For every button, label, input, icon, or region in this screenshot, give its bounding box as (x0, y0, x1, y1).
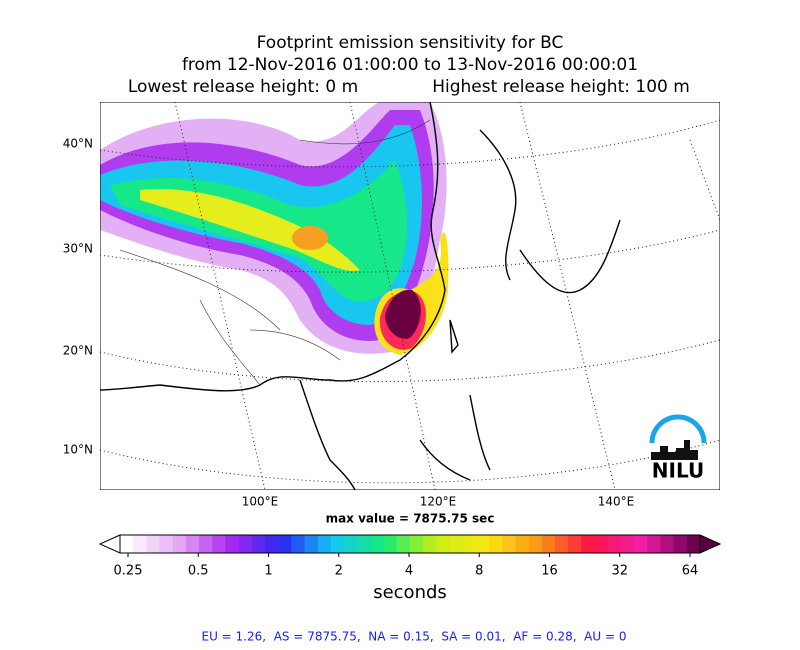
colorbar-cell (199, 535, 213, 553)
colorbar-extend (98, 534, 121, 554)
colorbar-cell (251, 535, 266, 553)
colorbar-label: seconds (373, 582, 447, 603)
colorbar-cell (317, 535, 332, 553)
colorbar-cell (489, 535, 503, 553)
colorbar-cell (291, 535, 306, 553)
colorbar-cell (330, 535, 345, 553)
colorbar-cell (634, 535, 648, 553)
colorbar-cell (660, 535, 675, 553)
lat-label: 30°N (63, 242, 93, 256)
colorbar-cell (502, 535, 516, 553)
colorbar-cell (344, 535, 358, 553)
colorbar-cell (462, 535, 477, 553)
footer: EU = 1.26, AS = 7875.75, NA = 0.15, SA =… (202, 630, 627, 644)
colorbar-cell (159, 535, 174, 553)
colorbar-cell (515, 535, 530, 553)
colorbar-cell (133, 535, 147, 553)
colorbar-cell (449, 535, 464, 553)
colorbar-cell (238, 535, 253, 553)
colorbar-cell (423, 535, 437, 553)
colorbar-cell (541, 535, 556, 553)
lat-label: 40°N (63, 137, 93, 151)
colorbar-cell (568, 535, 582, 553)
colorbar: 0.25 0.5 1 2 4 8 16 32 64 (98, 534, 722, 579)
colorbar-cell (620, 535, 635, 553)
title-line: from 12-Nov-2016 01:00:00 to 13-Nov-2016… (182, 55, 638, 75)
colorbar-cell (370, 535, 385, 553)
colorbar-cell (436, 535, 451, 553)
colorbar-cell (304, 535, 319, 553)
colorbar-tick-label: 64 (682, 564, 699, 579)
colorbar-cell (475, 535, 490, 553)
colorbar-cell (225, 535, 240, 553)
title-line: Footprint emission sensitivity for BC (257, 33, 564, 53)
colorbar-cell (581, 535, 596, 553)
colorbar-cell (265, 535, 279, 553)
max-value: max value = 7875.75 sec (326, 512, 495, 526)
colorbar-frame (119, 534, 701, 554)
colorbar-tick-label: 0.25 (114, 564, 143, 579)
lon-label: 100°E (242, 495, 279, 509)
colorbar-cell (686, 535, 701, 553)
lat-label: 10°N (63, 443, 93, 457)
logo-skyline (651, 440, 698, 460)
logo-text: NILU (652, 459, 704, 483)
colorbar-cell (212, 535, 226, 553)
colorbar-cell (172, 535, 187, 553)
lon-label: 140°E (598, 495, 635, 509)
logo-arc (649, 414, 707, 444)
colorbar-cell (647, 535, 661, 553)
colorbar-cell (555, 535, 569, 553)
colorbar-extend (699, 534, 722, 554)
colorbar-tick-label: 32 (611, 564, 628, 579)
colorbar-cell (185, 535, 200, 553)
title-line: Highest release height: 100 m (432, 77, 690, 97)
colorbar-cell (607, 535, 622, 553)
colorbar-cell (673, 535, 688, 553)
colorbar-tick-label: 4 (405, 564, 413, 579)
colorbar-cell (528, 535, 543, 553)
colorbar-cell (383, 535, 398, 553)
map (100, 102, 720, 490)
colorbar-cell (396, 535, 411, 553)
title-line: Lowest release height: 0 m (128, 77, 358, 97)
colorbar-tick-label: 0.5 (188, 564, 209, 579)
colorbar-cell (357, 535, 371, 553)
colorbar-tick-label: 8 (475, 564, 483, 579)
colorbar-cell (120, 535, 134, 553)
colorbar-cell (146, 535, 161, 553)
colorbar-tick-label: 1 (264, 564, 272, 579)
lon-label: 120°E (420, 495, 457, 509)
lat-label: 20°N (63, 344, 93, 358)
colorbar-tick-label: 2 (335, 564, 343, 579)
colorbar-cell (410, 535, 424, 553)
colorbar-cell (278, 535, 292, 553)
colorbar-cell (594, 535, 609, 553)
colorbar-tick-label: 16 (541, 564, 558, 579)
